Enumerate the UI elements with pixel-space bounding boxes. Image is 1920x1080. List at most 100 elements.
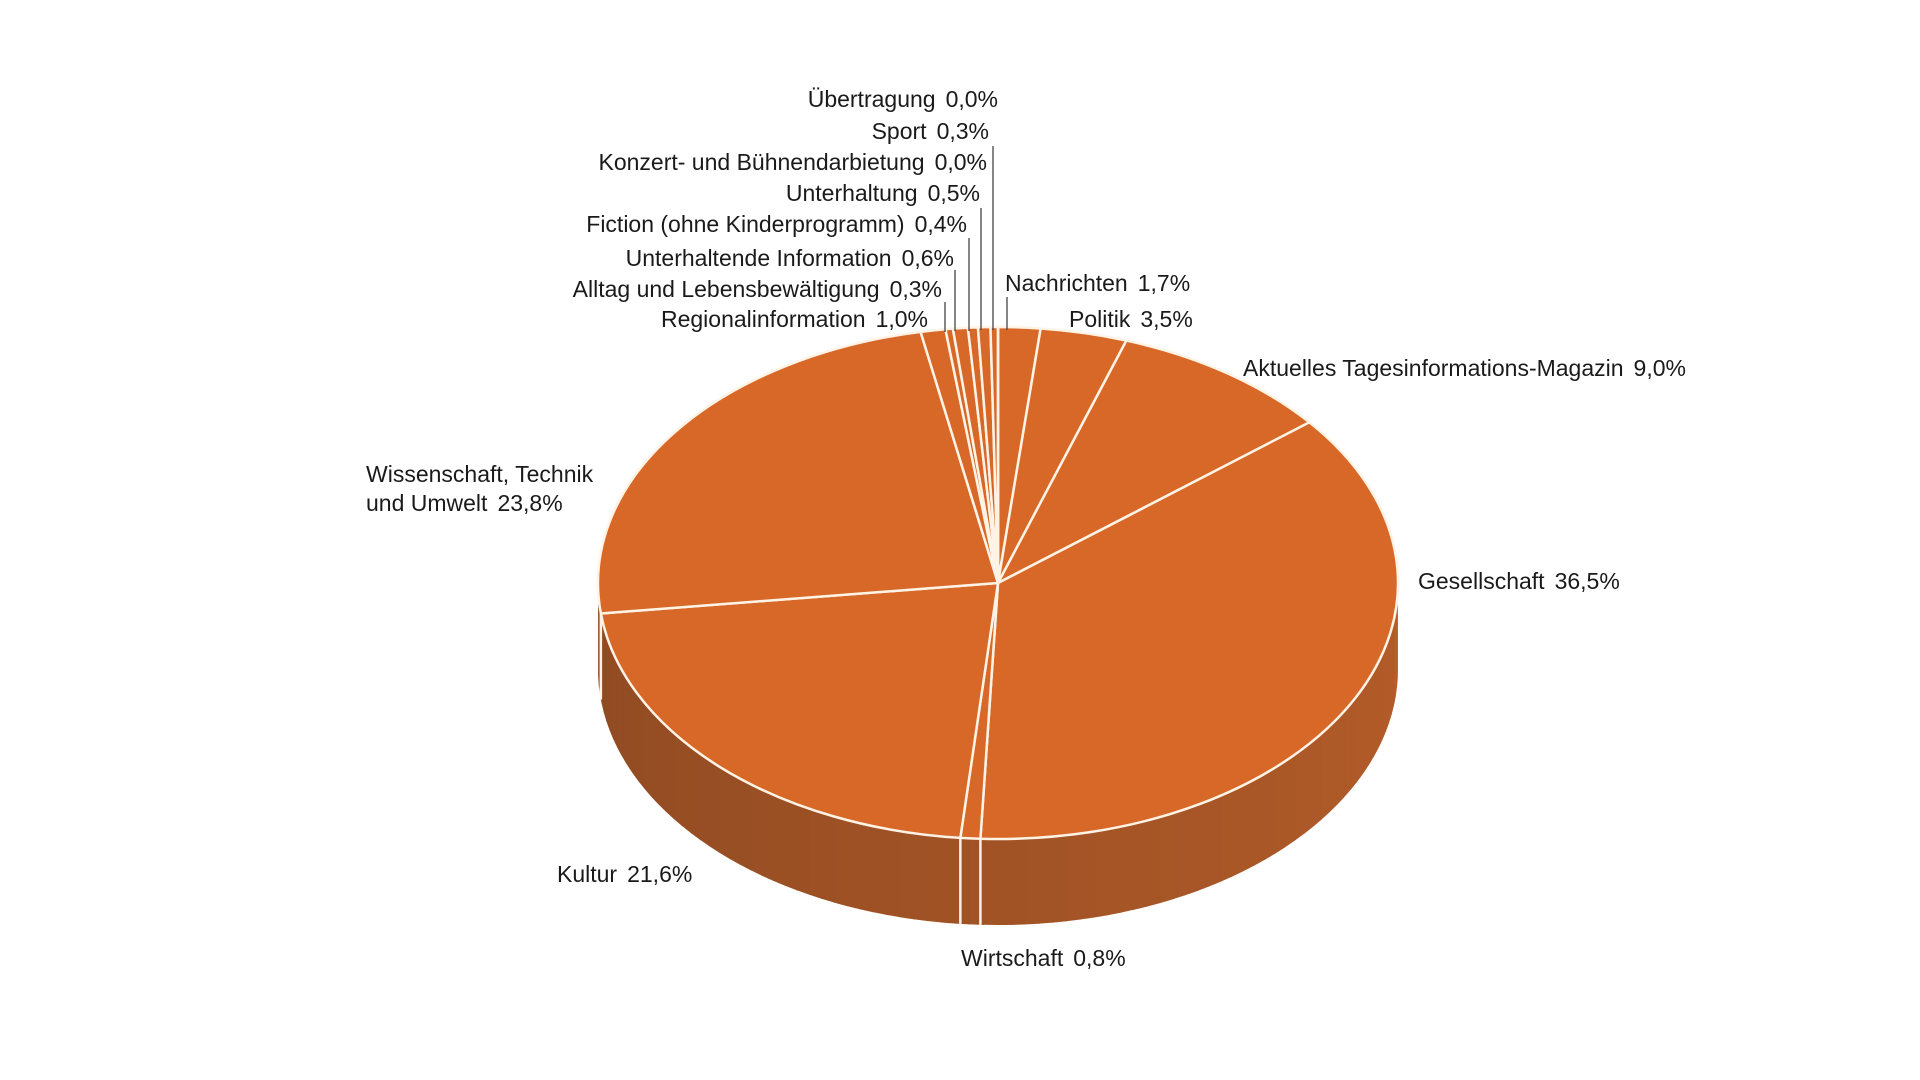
pie-slice-gesellschaft[interactable] — [979, 421, 1400, 841]
pie-side-strip — [1171, 809, 1186, 900]
pie-side-strip — [699, 753, 711, 847]
pie-side-strip — [796, 804, 811, 896]
pie-side-strip — [1395, 600, 1398, 698]
slice-label-value: 0,0% — [935, 149, 987, 175]
pie-side-strip — [1158, 813, 1174, 904]
pie-side-strip — [616, 660, 623, 757]
pie-side-strip — [598, 590, 599, 687]
pie-side-strip — [846, 819, 862, 910]
slice-labels: Übertragung 0,0% Sport 0,3% Konzert- und Büh… — [366, 86, 1686, 971]
pie-slice-aktuelles-tagesinformations-magazin[interactable] — [996, 339, 1311, 585]
pie-side-strip — [899, 831, 915, 920]
pie-side-strip — [833, 816, 849, 907]
pie-side-strip — [1388, 627, 1392, 724]
pie-side-strip — [1336, 711, 1345, 806]
pie-top-faces — [596, 325, 1400, 841]
pie-side-strip — [1065, 833, 1082, 922]
slice-label-name: Politik — [1069, 306, 1131, 332]
pie-side-faces — [598, 581, 1398, 926]
pie-side-strip — [739, 778, 752, 871]
pie-side-strip — [708, 759, 721, 854]
slice-label: Übertragung 0,0% — [808, 86, 998, 112]
pie-side-strip — [1051, 835, 1068, 923]
pie-side-strip — [1253, 773, 1266, 866]
pie-side-strip — [1119, 823, 1135, 913]
slice-label: Wissenschaft, Technik — [366, 461, 594, 487]
slice-label: und Umwelt 23,8% — [366, 490, 563, 516]
pie-side-strip — [1303, 740, 1314, 835]
slice-label-value: 0,3% — [937, 118, 989, 144]
pie-side-strip — [926, 834, 943, 923]
pie-side-strip — [1208, 795, 1222, 887]
pie-side-strip — [1274, 760, 1286, 855]
slice-label-value: 3,5% — [1140, 306, 1192, 332]
slice-label: Unterhaltende Information 0,6% — [626, 245, 954, 271]
pie-side-strip — [1343, 703, 1352, 799]
pie-side-strip — [1132, 820, 1148, 911]
pie-slice-wissenschaft-technik-und-umwelt[interactable] — [596, 330, 1000, 615]
pie-side-strip — [1264, 767, 1276, 861]
slice-label-name: Konzert- und Bühnendarbietung — [598, 149, 924, 175]
slice-label-value: 0,4% — [915, 211, 967, 237]
pie-side-strip — [1320, 726, 1330, 821]
slice-label-name: und Umwelt — [366, 490, 488, 516]
pie-side-strip — [859, 823, 875, 913]
pie-side-strip — [1183, 804, 1198, 896]
pie-side-strip — [681, 739, 692, 834]
pie-side-strip — [1145, 816, 1161, 907]
pie-side-strip — [603, 626, 607, 723]
pie-side-strip — [643, 701, 652, 797]
slice-label-value: 0,6% — [902, 245, 954, 271]
pie-side-strip — [621, 669, 628, 765]
pie-side-strip — [1009, 838, 1026, 925]
slice-label: Alltag und Lebensbewältigung 0,3% — [573, 276, 942, 302]
slice-label-value: 0,3% — [890, 276, 942, 302]
pie-side-strip — [1356, 687, 1364, 783]
pie-side-strip — [1242, 779, 1256, 872]
slice-label-name: Übertragung — [808, 86, 936, 112]
slice-label-name: Wirtschaft — [961, 945, 1064, 971]
slice-label: Gesellschaft 36,5% — [1418, 568, 1620, 594]
slice-label-value: 9,0% — [1634, 355, 1686, 381]
slice-label: Politik 3,5% — [1069, 306, 1193, 332]
pie-side-strip — [761, 789, 775, 882]
pie-side-strip — [1396, 591, 1398, 689]
slice-label-value: 36,5% — [1555, 568, 1620, 594]
slice-label: Regionalinformation 1,0% — [661, 306, 928, 332]
slice-label-name: Aktuelles Tagesinformations-Magazin — [1243, 355, 1624, 381]
pie-side-strip — [1219, 790, 1234, 882]
pie-side-strip — [631, 685, 639, 782]
pie-side-strip — [728, 772, 741, 866]
pie-side-strip — [626, 677, 633, 774]
pie-side-strip — [1284, 754, 1296, 848]
pie-side-strip — [1328, 718, 1338, 814]
slice-label-value: 0,8% — [1073, 945, 1125, 971]
pie-slice-kultur[interactable] — [599, 581, 1000, 840]
pie-side-strip — [820, 812, 836, 903]
pie-side-strip — [772, 794, 787, 887]
pie-side-strip — [601, 617, 605, 714]
slice-label-name: Regionalinformation — [661, 306, 866, 332]
pie-side-strip — [1023, 837, 1040, 925]
slice-label-value: 23,8% — [497, 490, 562, 516]
pie-side-strip — [1362, 678, 1369, 775]
slice-label: Kultur 21,6% — [557, 861, 692, 887]
pie-side-strip — [885, 828, 902, 918]
slice-label-name: Unterhaltung — [786, 180, 918, 206]
label-leader-lines — [944, 146, 1008, 332]
pie-side-strip — [1368, 670, 1374, 767]
slice-label-name: Fiction (ohne Kinderprogramm) — [586, 211, 904, 237]
pie-side-strip — [1311, 733, 1322, 828]
slice-label-name: Nachrichten — [1005, 270, 1128, 296]
pie-side-strip — [637, 694, 645, 790]
pie-side-strip — [1393, 609, 1396, 706]
pie-side-strip — [1350, 695, 1358, 791]
pie-side-strip — [612, 652, 618, 749]
pie-side-strip — [912, 833, 929, 922]
pie-side-strip — [1385, 636, 1390, 733]
slice-label-value: 1,0% — [876, 306, 928, 332]
slice-label: Unterhaltung 0,5% — [786, 180, 980, 206]
pie-side-strip — [808, 808, 823, 900]
slice-label: Fiction (ohne Kinderprogramm) 0,4% — [586, 211, 967, 237]
slice-label-value: 0,0% — [946, 86, 998, 112]
